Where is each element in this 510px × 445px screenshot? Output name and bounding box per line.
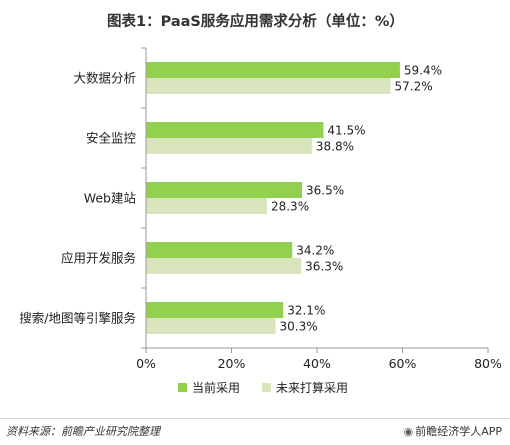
value-label: 38.8% [316, 140, 354, 154]
bar-future [146, 318, 276, 334]
chart-title: 图表1：PaaS服务应用需求分析（单位：%） [107, 14, 404, 30]
bar-current [146, 122, 324, 138]
bar-current [146, 242, 293, 258]
bars-layer: 59.4% 57.2% 41.5% 38.8% 36.5% 28.3% 34.2% 36.3%… [146, 62, 442, 334]
value-label: 57.2% [395, 80, 433, 94]
bar-future [146, 78, 391, 94]
value-label: 36.3% [305, 260, 343, 274]
brand-logo-icon: ◉ [403, 425, 414, 438]
x-tick-label: 40% [303, 356, 331, 371]
x-tick-label: 0% [136, 356, 156, 371]
bar-future [146, 258, 302, 274]
value-label: 32.1% [287, 304, 325, 318]
legend-label: 未来打算采用 [276, 380, 348, 395]
category-label: 应用开发服务 [61, 251, 136, 266]
x-tick-label: 60% [389, 356, 417, 371]
brand-credit: ◉ 前瞻经济学人APP [404, 423, 502, 439]
category-label: 大数据分析 [73, 71, 136, 86]
value-label: 59.4% [404, 64, 442, 78]
bar-current [146, 182, 303, 198]
bar-chart: 59.4% 57.2% 41.5% 38.8% 36.5% 28.3% 34.2% 36.3%… [19, 47, 502, 395]
legend-swatch [262, 383, 271, 392]
brand-text: 前瞻经济学人APP [415, 425, 502, 438]
bar-future [146, 198, 267, 214]
x-tick-label: 20% [218, 356, 246, 371]
bar-future [146, 138, 312, 154]
legend-swatch [178, 383, 187, 392]
source-note: 资料来源：前瞻产业研究院整理 [6, 425, 160, 438]
legend-label: 当前采用 [192, 380, 240, 395]
value-label: 28.3% [271, 200, 309, 214]
category-label: 安全监控 [86, 131, 137, 146]
value-label: 34.2% [296, 244, 334, 258]
value-label: 36.5% [306, 184, 344, 198]
value-label: 30.3% [280, 320, 318, 334]
legend: 当前采用 未来打算采用 [178, 380, 348, 395]
value-label: 41.5% [327, 124, 365, 138]
bar-current [146, 302, 284, 318]
category-label: 搜索/地图等引擎服务 [19, 311, 136, 326]
category-label: Web建站 [84, 191, 136, 206]
x-tick-label: 80% [474, 356, 502, 371]
bar-current [146, 62, 400, 78]
x-tick-labels: 0% 20% 40% 60% 80% [136, 47, 502, 371]
footer-divider [0, 418, 510, 419]
